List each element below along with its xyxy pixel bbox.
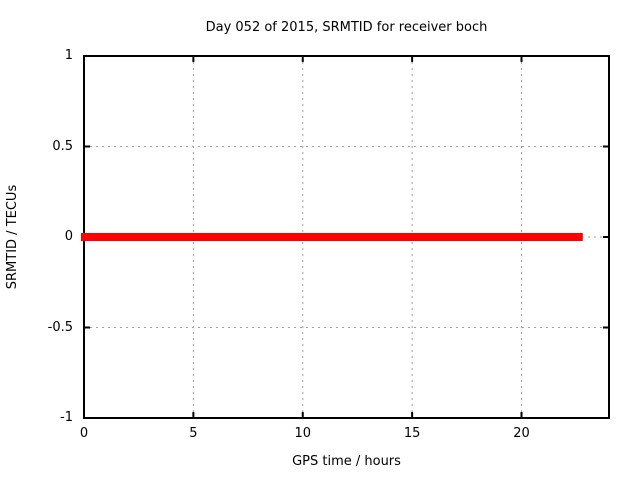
y-tick-label: 0.5 — [52, 138, 73, 154]
x-axis-label: GPS time / hours — [292, 454, 401, 469]
x-tick-label: 0 — [79, 426, 89, 441]
y-tick-label: -1 — [60, 410, 73, 425]
y-tick-label: -0.5 — [47, 319, 73, 335]
y-tick-label: 0 — [64, 229, 73, 244]
x-tick-label: 10 — [294, 426, 312, 441]
chart-title: Day 052 of 2015, SRMTID for receiver boc… — [205, 20, 488, 35]
y-tick-label: 1 — [64, 48, 73, 63]
x-tick-label: 5 — [189, 426, 198, 441]
x-tick-label: 15 — [403, 426, 421, 441]
x-tick-label: 20 — [513, 426, 530, 441]
